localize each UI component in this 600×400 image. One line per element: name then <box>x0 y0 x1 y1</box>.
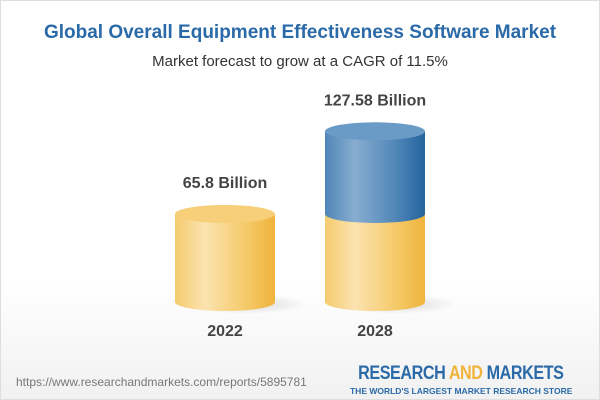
source-url[interactable]: https://www.researchandmarkets.com/repor… <box>16 375 307 389</box>
research-and-markets-logo: RESEARCH AND MARKETS THE WORLD'S LARGEST… <box>349 363 573 396</box>
category-label: 2028 <box>357 323 393 340</box>
chart-title: Global Overall Equipment Effectiveness S… <box>43 22 557 43</box>
data-label: 127.58 Billion <box>324 92 426 109</box>
bar-2022-top <box>175 204 275 223</box>
data-label: 65.8 Billion <box>183 175 267 192</box>
category-label: 2022 <box>207 323 243 340</box>
bar-2028-growth-top <box>325 122 425 141</box>
bar-2028-base-body <box>325 213 425 311</box>
bar-2022-body <box>175 213 275 311</box>
bar-2028-growth-body <box>325 131 425 223</box>
chart-subtitle: Market forecast to grow at a CAGR of 11.… <box>152 53 448 70</box>
